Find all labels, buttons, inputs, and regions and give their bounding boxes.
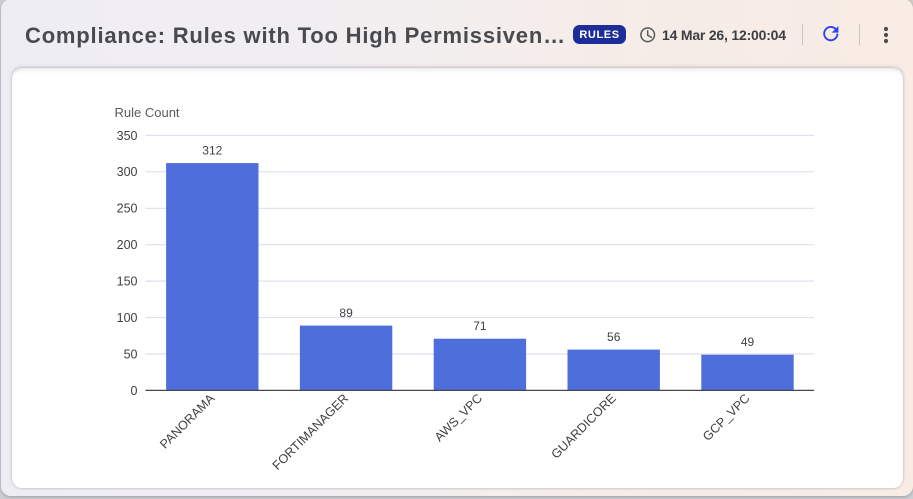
svg-text:FORTIMANAGER: FORTIMANAGER: [270, 391, 351, 472]
svg-text:49: 49: [741, 335, 755, 349]
svg-text:312: 312: [202, 144, 222, 158]
svg-text:200: 200: [117, 238, 138, 252]
svg-text:GUARDICORE: GUARDICORE: [549, 391, 619, 461]
svg-text:50: 50: [124, 347, 138, 361]
svg-text:AWS_VPC: AWS_VPC: [432, 391, 485, 444]
svg-text:GCP_VPC: GCP_VPC: [700, 391, 752, 443]
svg-text:350: 350: [117, 129, 138, 143]
svg-text:0: 0: [131, 384, 138, 398]
svg-text:89: 89: [339, 306, 353, 320]
svg-text:Rule Count: Rule Count: [115, 105, 180, 120]
svg-text:56: 56: [607, 330, 621, 344]
svg-text:100: 100: [117, 311, 138, 325]
svg-text:300: 300: [117, 165, 138, 179]
svg-text:PANORAMA: PANORAMA: [157, 391, 218, 452]
svg-text:150: 150: [117, 275, 138, 289]
svg-text:250: 250: [117, 202, 138, 216]
svg-text:71: 71: [473, 319, 487, 333]
